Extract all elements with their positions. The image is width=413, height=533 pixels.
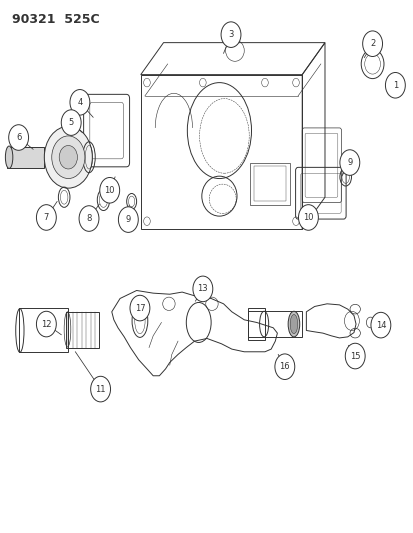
Bar (248, 311, 301, 337)
Circle shape (274, 354, 294, 379)
Text: 15: 15 (349, 352, 360, 360)
Circle shape (339, 150, 359, 175)
Ellipse shape (5, 146, 13, 168)
Text: 2: 2 (369, 39, 374, 48)
Circle shape (61, 110, 81, 135)
Circle shape (59, 146, 77, 169)
Text: 7: 7 (44, 213, 49, 222)
Text: 3: 3 (228, 30, 233, 39)
Text: 4: 4 (77, 98, 82, 107)
Circle shape (130, 295, 150, 321)
Circle shape (370, 312, 390, 338)
Bar (248, 308, 264, 340)
Text: 1: 1 (392, 81, 397, 90)
Circle shape (9, 125, 28, 150)
Text: 6: 6 (16, 133, 21, 142)
Text: 8: 8 (86, 214, 91, 223)
Text: 90321  525C: 90321 525C (12, 13, 100, 26)
Bar (140, 75, 301, 229)
Bar (253, 166, 286, 201)
Bar (7, 147, 44, 168)
Circle shape (79, 206, 99, 231)
Circle shape (221, 22, 240, 47)
Text: 17: 17 (134, 304, 145, 312)
Circle shape (36, 205, 56, 230)
Text: 9: 9 (347, 158, 351, 167)
Text: 5: 5 (69, 118, 74, 127)
Text: 11: 11 (95, 385, 106, 393)
Circle shape (100, 177, 119, 203)
Circle shape (298, 205, 318, 230)
Bar (66, 312, 99, 348)
Bar (250, 163, 289, 205)
Circle shape (192, 276, 212, 302)
Ellipse shape (287, 311, 299, 337)
Circle shape (362, 31, 382, 56)
Circle shape (385, 72, 404, 98)
Text: 10: 10 (104, 186, 115, 195)
Circle shape (36, 311, 56, 337)
Ellipse shape (290, 314, 297, 334)
Text: 16: 16 (279, 362, 290, 371)
Text: 10: 10 (302, 213, 313, 222)
Circle shape (344, 343, 364, 369)
Circle shape (70, 90, 90, 115)
Circle shape (118, 207, 138, 232)
Bar (19, 308, 68, 352)
Text: 9: 9 (126, 215, 131, 224)
Circle shape (44, 126, 92, 188)
Text: 14: 14 (375, 321, 385, 329)
Text: 13: 13 (197, 285, 208, 293)
Circle shape (90, 376, 110, 402)
Circle shape (52, 136, 85, 179)
Text: 12: 12 (41, 320, 52, 328)
